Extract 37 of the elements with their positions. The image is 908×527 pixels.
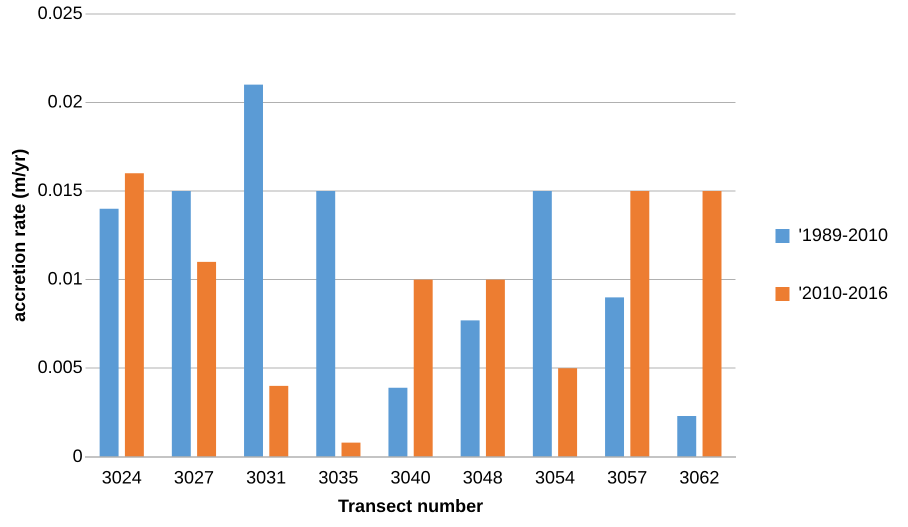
x-tick-label: 3040 [390, 468, 431, 488]
bar [677, 416, 696, 456]
y-tick-label: 0 [72, 446, 83, 466]
y-tick-label: 0.015 [38, 180, 83, 200]
bar [100, 208, 119, 456]
x-tick-label: 3048 [462, 468, 503, 488]
bar [172, 191, 191, 456]
x-tick-label: 3035 [318, 468, 358, 488]
bar [532, 191, 552, 456]
bar [197, 262, 216, 456]
legend-label: '1989-2010 [798, 224, 888, 245]
y-tick-label: 0.025 [38, 2, 83, 23]
bar [486, 280, 505, 456]
x-axis-title: Transect number [338, 496, 484, 516]
bar [342, 442, 360, 456]
bar [630, 191, 650, 456]
bar [414, 280, 433, 456]
y-tick-label: 0.02 [48, 91, 83, 112]
x-tick-label: 3024 [102, 468, 142, 488]
bar [460, 320, 480, 456]
x-tick-label: 3062 [679, 468, 720, 488]
bar [316, 191, 336, 456]
x-tick-label: 3054 [534, 468, 575, 488]
x-tick-label: 3027 [174, 468, 214, 488]
y-tick-label: 0.01 [48, 268, 83, 289]
bar [702, 191, 722, 456]
x-tick-label: 3057 [607, 468, 648, 488]
bar [388, 388, 408, 456]
legend-label: '2010-2016 [798, 282, 888, 303]
bar [605, 297, 624, 456]
bar [124, 173, 144, 456]
y-axis-title: accretion rate (m/yr) [8, 148, 29, 322]
bar [558, 368, 578, 456]
bar [269, 386, 288, 456]
y-tick-label: 0.005 [38, 357, 83, 378]
x-tick-label: 3031 [246, 468, 286, 488]
bar [244, 84, 263, 456]
